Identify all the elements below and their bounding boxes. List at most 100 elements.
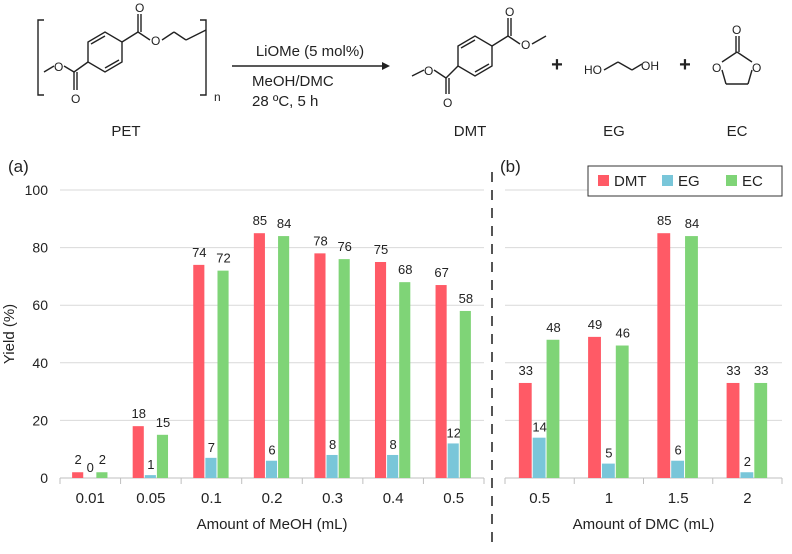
bar-dmt	[657, 233, 671, 478]
dmt-structure	[411, 18, 547, 94]
panel-label: (a)	[8, 157, 29, 176]
data-label: 85	[657, 213, 671, 228]
data-label: 18	[132, 406, 146, 421]
y-tick-label: 40	[32, 355, 48, 371]
panel-label: (b)	[500, 157, 521, 176]
data-label: 2	[99, 452, 106, 467]
plus-sign: +	[551, 54, 563, 76]
legend: DMT EG EC	[587, 165, 783, 197]
data-label: 5	[605, 446, 612, 461]
y-tick-label: 60	[32, 297, 48, 313]
y-tick-label: 80	[32, 240, 48, 256]
x-tick-label: 0.5	[443, 490, 464, 507]
data-label: 8	[329, 437, 336, 452]
data-label: 33	[754, 363, 768, 378]
bar-ec	[459, 310, 471, 478]
atom-o: O	[752, 61, 761, 75]
bar-eg	[601, 463, 615, 478]
bar-dmt	[72, 472, 84, 478]
data-label: 78	[313, 233, 327, 248]
data-label: 84	[277, 216, 291, 231]
plus-sign: +	[679, 54, 691, 76]
data-label: 33	[726, 363, 740, 378]
legend-swatch-ec	[726, 175, 737, 186]
atom-oh: OH	[641, 59, 659, 73]
bar-eg	[205, 457, 217, 478]
x-tick-label: 0.1	[201, 490, 222, 507]
y-axis-title: Yield (%)	[1, 304, 18, 364]
data-label: 68	[398, 262, 412, 277]
pet-label: PET	[111, 123, 140, 140]
reagent-text: LiOMe (5 mol%)	[256, 43, 364, 60]
bar-eg	[265, 460, 278, 478]
bar-ec	[399, 282, 411, 478]
data-label: 33	[519, 363, 533, 378]
dmt-label: DMT	[454, 123, 487, 140]
bar-dmt	[435, 285, 447, 478]
data-label: 85	[253, 213, 267, 228]
right-bracket	[200, 19, 207, 96]
data-label: 7	[208, 440, 215, 455]
x-axis-title: Amount of DMC (mL)	[573, 516, 715, 533]
legend-entry-eg: EG	[678, 173, 700, 190]
x-tick-label: 0.05	[136, 490, 165, 507]
x-tick-label: 0.4	[383, 490, 404, 507]
data-label: 8	[390, 437, 397, 452]
data-label: 84	[685, 216, 699, 231]
y-tick-label: 0	[40, 470, 48, 486]
atom-o: O	[732, 23, 741, 37]
bar-eg	[387, 454, 399, 478]
atom-ho: HO	[584, 63, 602, 77]
ec-label: EC	[727, 123, 748, 140]
bar-eg	[740, 472, 754, 478]
data-label: 14	[532, 420, 546, 435]
data-label: 67	[434, 265, 448, 280]
legend-entry-dmt: DMT	[614, 173, 647, 190]
x-tick-label: 2	[743, 490, 751, 507]
bar-ec	[615, 345, 629, 478]
repeat-subscript: n	[214, 90, 221, 104]
bar-eg	[144, 475, 156, 478]
y-tick-label: 100	[25, 182, 49, 198]
atom-o: O	[151, 34, 160, 48]
bar-eg	[532, 437, 546, 478]
bar-ec	[217, 270, 229, 478]
legend-box	[587, 165, 783, 197]
data-label: 58	[459, 291, 473, 306]
data-label: 72	[216, 251, 230, 266]
atom-o: O	[505, 5, 514, 19]
panel-b: (b) 0.5 33 14 48 1 49 5 46 1.5 85 6 84 2 33 2 33 Amount o…	[500, 157, 783, 533]
bar-dmt	[518, 382, 532, 478]
data-label: 12	[446, 425, 460, 440]
atom-o: O	[54, 60, 63, 74]
data-label: 74	[192, 245, 206, 260]
bar-dmt	[253, 233, 265, 478]
pet-structure	[43, 14, 207, 90]
legend-swatch-dmt	[598, 175, 609, 186]
atom-o: O	[424, 64, 433, 78]
bar-dmt	[726, 382, 740, 478]
data-label: 2	[744, 454, 751, 469]
bar-ec	[278, 236, 290, 478]
bar-ec	[754, 382, 768, 478]
bar-dmt	[374, 262, 387, 478]
atom-o: O	[71, 92, 80, 106]
bar-ec	[96, 472, 108, 478]
atom-o: O	[135, 1, 144, 15]
bar-eg	[447, 443, 459, 478]
data-label: 0	[87, 460, 94, 475]
x-tick-label: 1	[605, 490, 613, 507]
data-label: 6	[268, 443, 275, 458]
x-tick-label: 0.3	[322, 490, 343, 507]
eg-structure	[603, 61, 643, 71]
bar-eg	[671, 460, 685, 478]
bar-dmt	[588, 336, 601, 478]
solvent-text: MeOH/DMC	[252, 73, 334, 90]
reaction-scheme: O O O O O O O O HO OH O O O LiOMe (5 mol…	[37, 1, 761, 140]
data-label: 2	[75, 452, 82, 467]
x-axis-title: Amount of MeOH (mL)	[197, 516, 348, 533]
bar-ec	[338, 259, 350, 478]
ec-structure	[721, 36, 753, 85]
data-label: 15	[156, 415, 170, 430]
panel-a: (a)0204060801000.012020.05181150.1747720…	[1, 157, 485, 533]
